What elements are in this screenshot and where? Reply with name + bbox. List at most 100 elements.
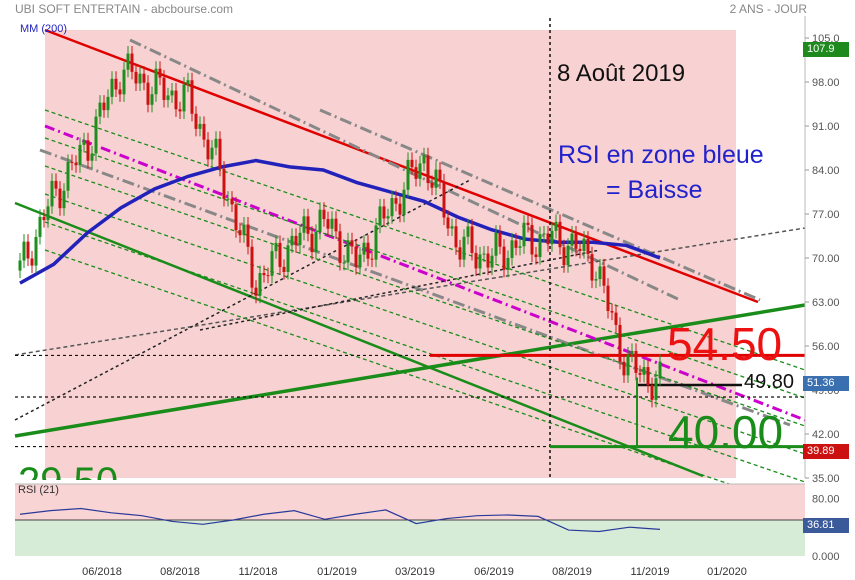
candle-body xyxy=(158,68,162,78)
candle-body xyxy=(322,209,326,220)
candle-body xyxy=(590,254,594,281)
candle-body xyxy=(550,230,554,245)
candle-body xyxy=(162,77,166,100)
price-tick-label: 63.00 xyxy=(812,297,840,309)
date-tick-label: 01/2020 xyxy=(707,566,747,578)
candle-body xyxy=(338,231,342,263)
date-tick-label: 06/2018 xyxy=(82,566,122,578)
candle-body xyxy=(54,180,58,189)
candle-body xyxy=(106,96,110,111)
price-tick-label: 35.00 xyxy=(812,473,840,485)
price-tick-label: 77.00 xyxy=(812,209,840,221)
candle-body xyxy=(538,234,542,258)
candle-body xyxy=(606,285,610,312)
candle-body xyxy=(270,251,274,276)
candle-body xyxy=(470,226,474,253)
candle-body xyxy=(130,53,134,72)
candle-body xyxy=(554,221,558,231)
high-price-tag: 107.9 xyxy=(803,42,849,57)
candle-body xyxy=(306,216,310,234)
rsi-note-line2: = Baisse xyxy=(606,176,703,204)
candle-body xyxy=(334,218,338,232)
candle-body xyxy=(242,224,246,236)
candle-body xyxy=(174,90,178,110)
rsi-upper-zone xyxy=(15,484,805,520)
candle-body xyxy=(358,254,362,268)
candle-body xyxy=(558,221,562,248)
price-tick-label: 84.00 xyxy=(812,165,840,177)
candle-body xyxy=(578,248,582,251)
candle-body xyxy=(202,123,206,140)
candle-body xyxy=(226,198,230,200)
candle-body xyxy=(22,241,26,261)
candle-body xyxy=(574,233,578,249)
date-tick-label: 03/2019 xyxy=(395,566,435,578)
candle-body xyxy=(210,147,214,160)
candle-body xyxy=(402,189,406,215)
candle-body xyxy=(138,73,142,84)
candle-body xyxy=(594,279,598,281)
date-tick-label: 08/2019 xyxy=(552,566,592,578)
candle-body xyxy=(482,253,486,255)
candle-body xyxy=(262,273,266,276)
candle-body xyxy=(314,231,318,253)
candle-body xyxy=(618,324,622,362)
rsi-legend: RSI (21) xyxy=(18,484,59,496)
channel-median-line xyxy=(44,124,806,422)
fan-line-3 xyxy=(44,193,806,455)
candle-body xyxy=(258,273,262,296)
candle-body xyxy=(94,116,98,154)
candle-body xyxy=(458,247,462,260)
lower-grey-line xyxy=(39,148,791,427)
candle-body xyxy=(354,246,358,268)
price-tick-label: 42.00 xyxy=(812,429,840,441)
candle-body xyxy=(274,242,278,252)
level-40-label: 40.00 xyxy=(668,406,784,458)
candle-body xyxy=(330,218,334,229)
price-tick-label: 91.00 xyxy=(812,121,840,133)
date-tick-label: 06/2019 xyxy=(474,566,514,578)
candle-body xyxy=(654,378,658,400)
candle-body xyxy=(426,155,430,184)
candle-body xyxy=(374,225,378,260)
candle-body xyxy=(542,233,546,235)
candle-body xyxy=(366,242,370,259)
candle-body xyxy=(102,102,106,111)
candle-body xyxy=(298,232,302,246)
candle-body xyxy=(534,254,538,258)
candle-body xyxy=(62,190,66,209)
support-trend-line xyxy=(14,303,806,438)
candle-body xyxy=(650,385,654,400)
candle-body xyxy=(282,266,286,273)
candle-body xyxy=(422,155,426,164)
rsi-line xyxy=(19,507,661,533)
candle-body xyxy=(154,68,158,95)
rsi-last-tag: 36.81 xyxy=(803,518,849,533)
low-price-tag: 39.89 xyxy=(803,444,849,459)
candle-body xyxy=(222,168,226,199)
price-tick-label: 98.00 xyxy=(812,77,840,89)
candle-body xyxy=(394,198,398,204)
candle-body xyxy=(634,350,638,373)
rsi-note-line1: RSI en zone bleue xyxy=(558,141,764,169)
partial-label: 29.50 xyxy=(18,462,118,480)
candle-body xyxy=(294,235,298,246)
candle-body xyxy=(450,226,454,229)
candle-body xyxy=(182,84,186,112)
channel-bottom-line xyxy=(14,201,704,478)
candle-body xyxy=(74,162,78,166)
candle-body xyxy=(514,240,518,248)
candle-body xyxy=(110,78,114,97)
candle-body xyxy=(418,163,422,179)
fan-line-0 xyxy=(44,109,806,371)
candle-body xyxy=(342,262,346,264)
candle-body xyxy=(570,233,574,246)
date-tick-label: 01/2019 xyxy=(317,566,357,578)
candle-body xyxy=(582,238,586,251)
candles-layer xyxy=(18,46,662,448)
candle-body xyxy=(610,311,614,313)
fan-line-2 xyxy=(44,165,806,427)
candle-body xyxy=(34,236,38,266)
candle-body xyxy=(566,245,570,266)
candle-body xyxy=(486,253,490,268)
